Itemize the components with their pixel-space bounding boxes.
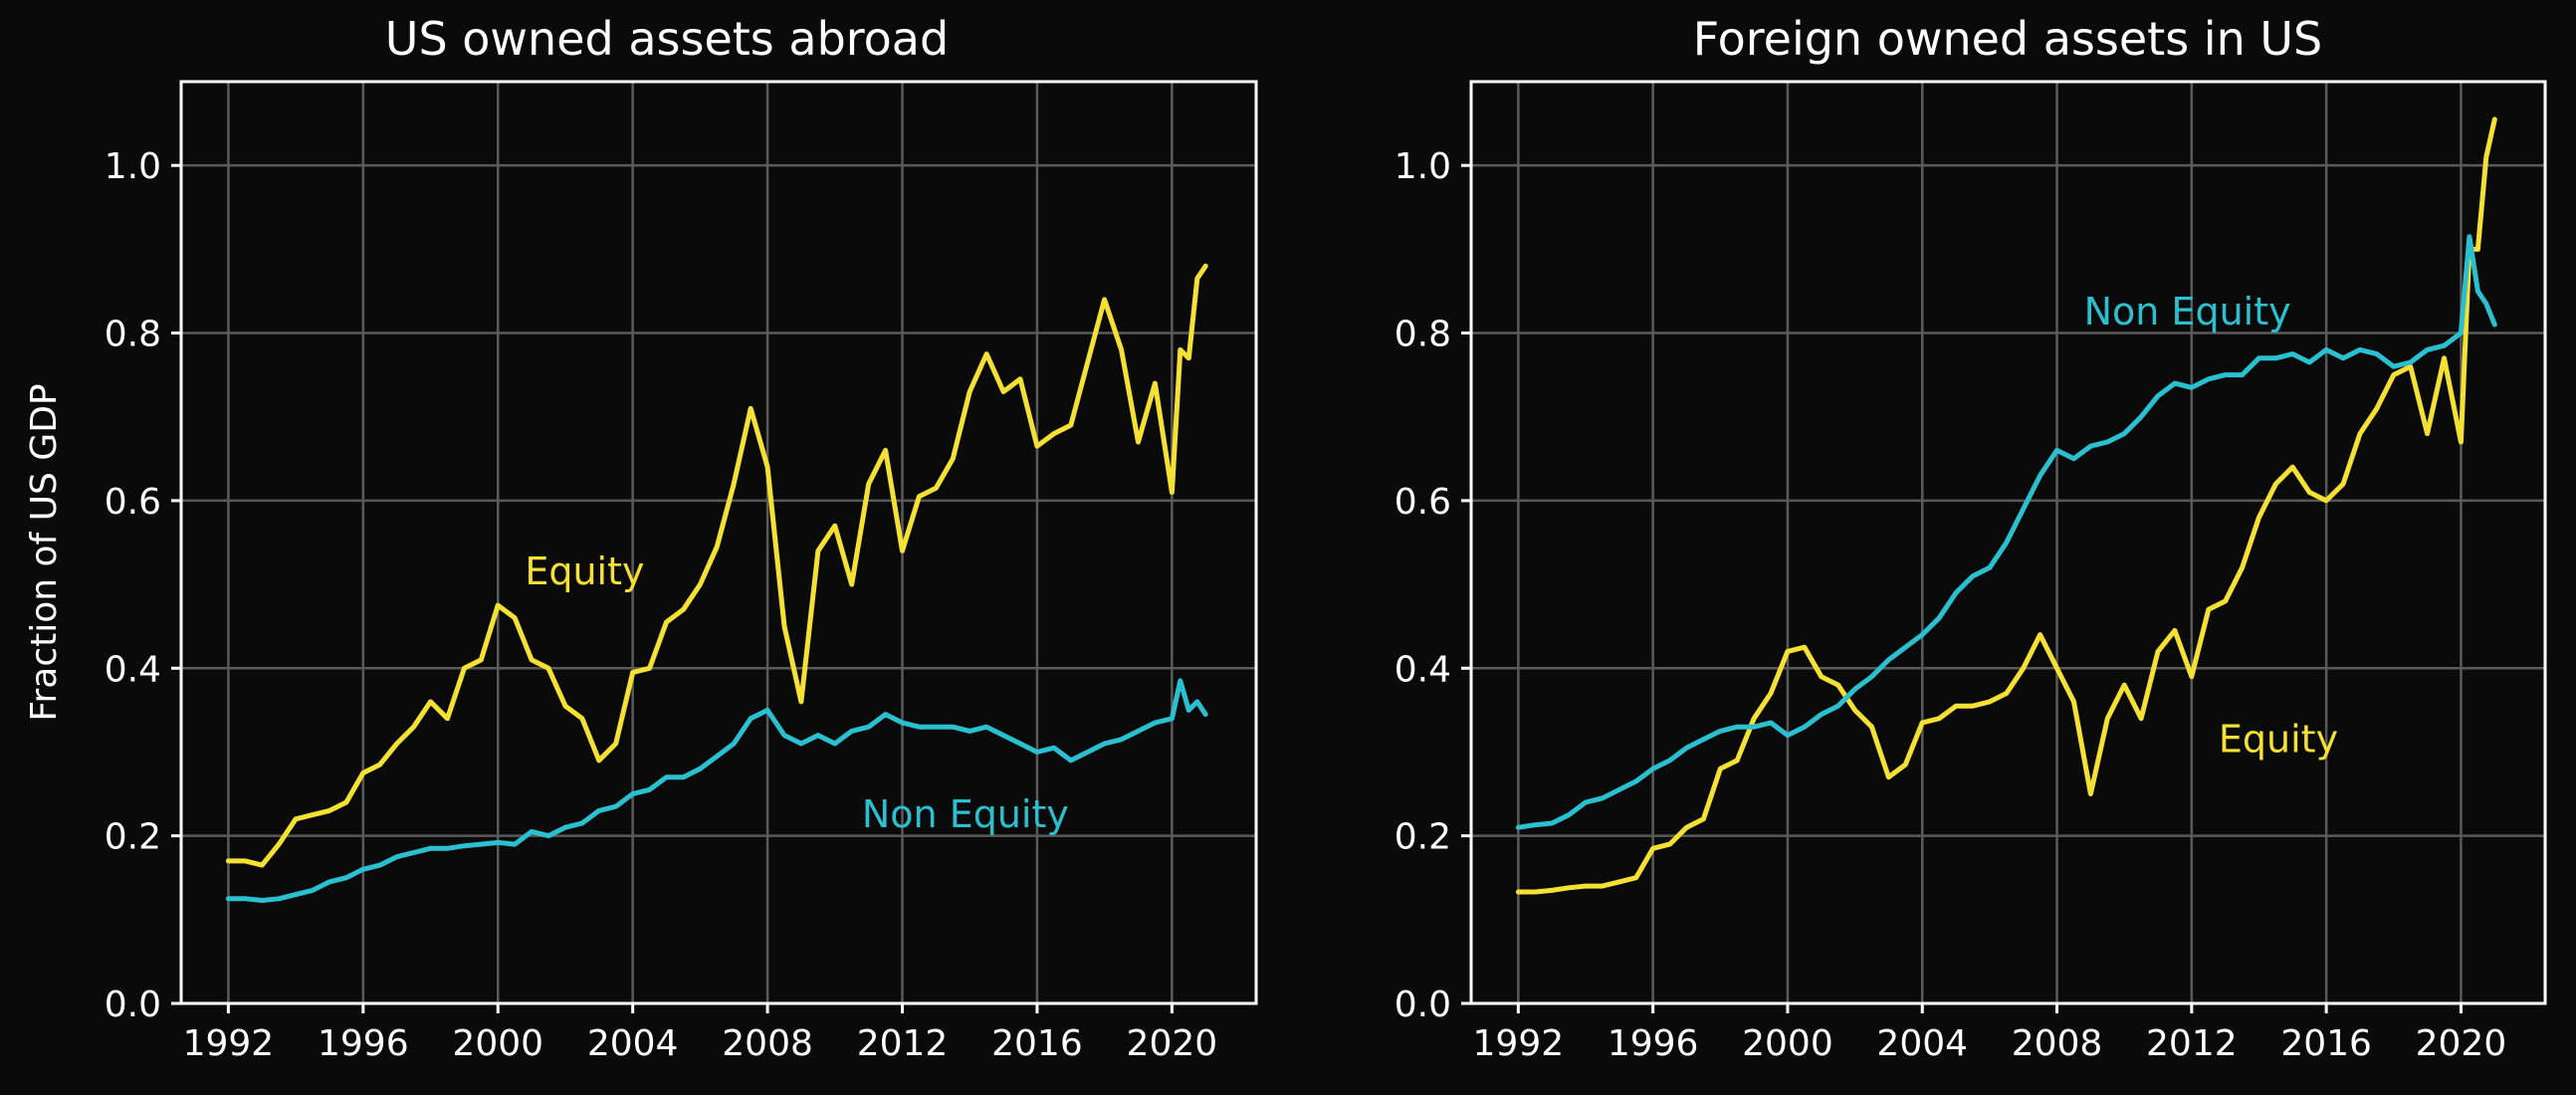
series-line-equity (225, 263, 1208, 868)
plot-frame (1469, 80, 2547, 1005)
x-tick-label: 2008 (722, 1023, 813, 1064)
annotation-equity: Equity (2219, 717, 2338, 761)
annotation-non-equity: Non Equity (2084, 290, 2291, 333)
grid-lines (1471, 82, 2545, 1005)
plot-frame (179, 80, 1258, 1005)
y-tick-label: 0.8 (1395, 315, 1451, 355)
y-tick-label: 0.0 (105, 985, 161, 1025)
y-tick-label: 0.6 (1395, 482, 1451, 523)
series-line-non-equity (225, 678, 1208, 903)
series-lines (1515, 116, 2497, 895)
chart-title: US owned assets abroad (385, 12, 949, 66)
x-tick-label: 1996 (1608, 1023, 1699, 1064)
x-tick-label: 2000 (452, 1023, 543, 1064)
grid-lines (181, 82, 1256, 1005)
y-tick-label: 1.0 (1395, 146, 1451, 187)
y-tick-label: 0.0 (1395, 985, 1451, 1025)
x-tick-label: 2012 (2146, 1023, 2238, 1064)
y-tick-label: 0.8 (105, 315, 161, 355)
x-tick-label: 2016 (2280, 1023, 2372, 1064)
series-line-equity (1515, 116, 2497, 895)
axis-ticks: 1992 1996 2000 2004 2008 2012 2016 2020 0.0 0.2 0.… (1395, 146, 2507, 1064)
series-lines (225, 263, 1208, 903)
panel-us-owned-assets-abroad: US owned assets abroad 1992 1996 2000 2004 2… (105, 12, 1258, 1064)
x-tick-label: 2004 (587, 1023, 679, 1064)
annotations: Equity Non Equity (525, 549, 1069, 836)
y-tick-label: 0.2 (105, 817, 161, 858)
x-tick-label: 2012 (857, 1023, 949, 1064)
y-axis-label: Fraction of US GDP (24, 383, 65, 721)
x-tick-label: 1992 (183, 1023, 275, 1064)
x-tick-label: 2008 (2012, 1023, 2103, 1064)
annotation-equity: Equity (525, 549, 644, 593)
chart-title: Foreign owned assets in US (1693, 12, 2322, 66)
axis-ticks: 1992 1996 2000 2004 2008 2012 2016 2020 0.0 0.2 0.… (105, 146, 1217, 1064)
x-tick-label: 2016 (991, 1023, 1083, 1064)
x-tick-label: 1996 (318, 1023, 409, 1064)
y-tick-label: 0.2 (1395, 817, 1451, 858)
series-line-non-equity (1515, 234, 2497, 830)
y-tick-label: 0.6 (105, 482, 161, 523)
panel-foreign-owned-assets-in-us: Foreign owned assets in US 1992 1996 2000 2… (1395, 12, 2547, 1064)
x-tick-label: 2020 (2416, 1023, 2507, 1064)
annotations: Non Equity Equity (2084, 290, 2338, 761)
x-tick-label: 1992 (1473, 1023, 1565, 1064)
y-tick-label: 0.4 (105, 649, 161, 690)
annotation-non-equity: Non Equity (862, 792, 1069, 836)
x-tick-label: 2000 (1742, 1023, 1833, 1064)
x-tick-label: 2020 (1127, 1023, 1218, 1064)
x-tick-label: 2004 (1876, 1023, 1968, 1064)
y-tick-label: 0.4 (1395, 649, 1451, 690)
y-tick-label: 1.0 (105, 146, 161, 187)
